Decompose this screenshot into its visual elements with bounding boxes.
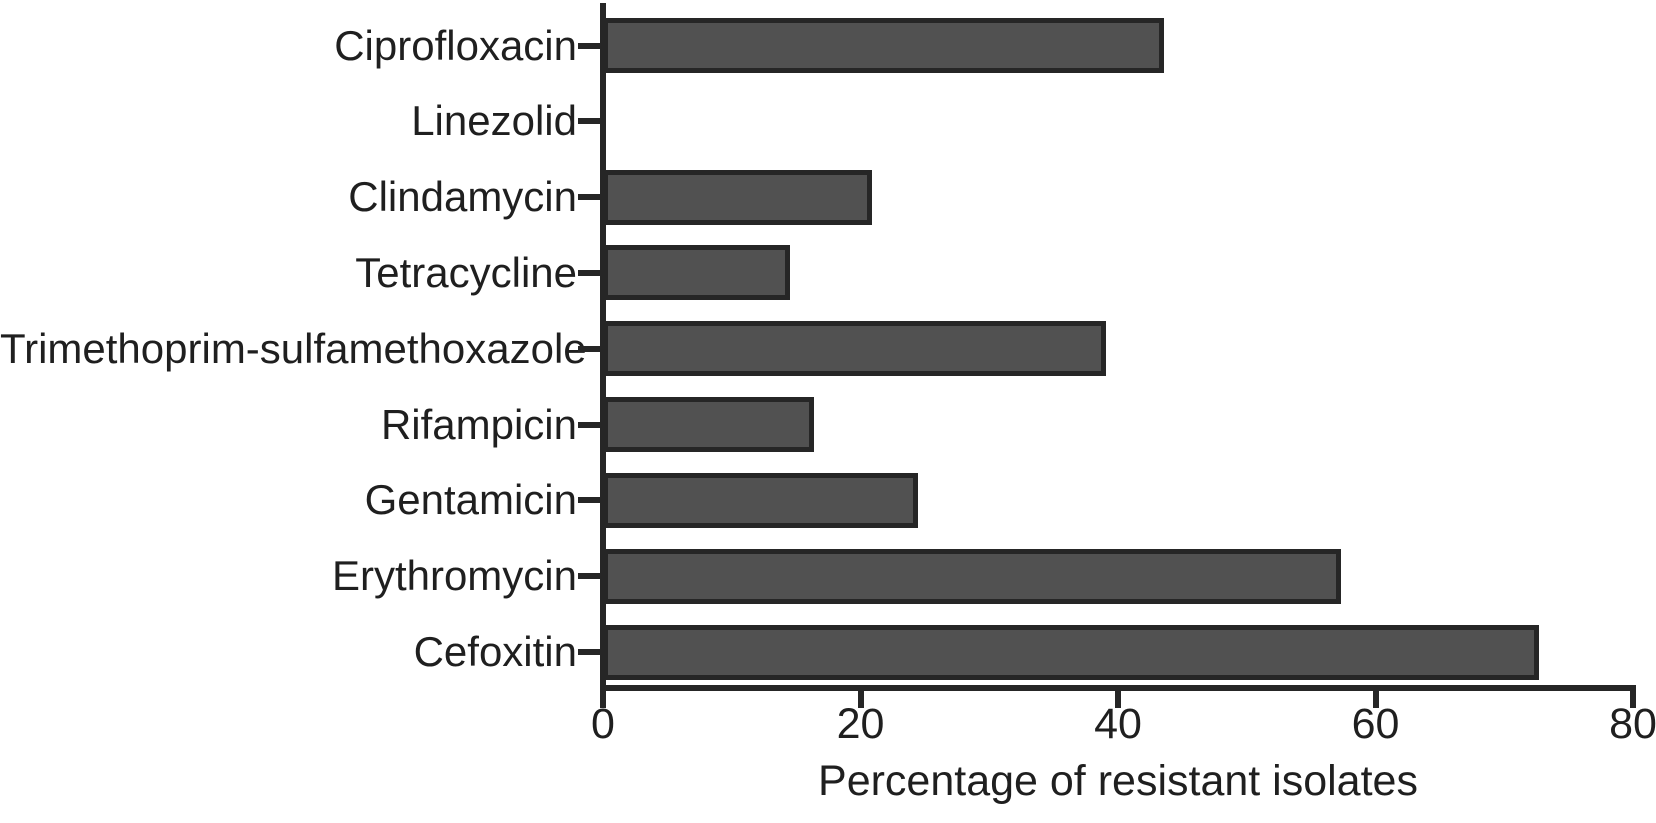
y-tick-cefoxitin [578,649,602,656]
category-label-ciprofloxacin: Ciprofloxacin [334,21,577,69]
y-tick-erythromycin [578,573,602,580]
y-tick-rifampicin [578,421,602,428]
y-tick-clindamycin [578,194,602,201]
bar-erythromycin [603,548,1341,604]
y-tick-trimethoprim-sulfamethoxazole [578,345,602,352]
category-label-tetracycline: Tetracycline [355,248,577,296]
category-label-gentamicin: Gentamicin [364,476,577,524]
category-label-clindamycin: Clindamycin [348,173,577,221]
bar-ciprofloxacin [603,18,1165,73]
x-tick-label-60: 60 [1351,700,1400,748]
category-label-rifampicin: Rifampicin [380,400,577,448]
bar-cefoxitin [603,624,1539,680]
y-tick-tetracycline [578,269,602,276]
bar-gentamicin [603,472,919,528]
x-tick-label-0: 0 [591,700,615,748]
bar-clindamycin [603,169,873,225]
x-axis-line [600,685,1636,691]
y-tick-ciprofloxacin [578,42,602,49]
bar-rifampicin [603,397,815,453]
category-label-cefoxitin: Cefoxitin [413,628,577,676]
x-axis-title: Percentage of resistant isolates [818,757,1418,805]
x-tick-0 [600,691,606,708]
bar-tetracycline [603,245,790,301]
x-tick-60 [1372,691,1379,708]
bar-trimethoprim-sulfamethoxazole [603,321,1107,377]
category-label-trimethoprim-sulfamethoxazole: Trimethoprim-sulfamethoxazole [0,324,587,372]
x-tick-label-40: 40 [1094,700,1142,748]
x-tick-40 [1115,691,1121,708]
x-tick-20 [857,691,864,708]
category-label-linezolid: Linezolid [411,97,577,145]
y-tick-linezolid [578,118,602,125]
x-tick-80 [1630,691,1636,708]
x-tick-label-80: 80 [1609,700,1656,748]
y-tick-gentamicin [578,497,602,504]
x-tick-label-20: 20 [836,700,885,748]
category-label-erythromycin: Erythromycin [331,552,577,600]
